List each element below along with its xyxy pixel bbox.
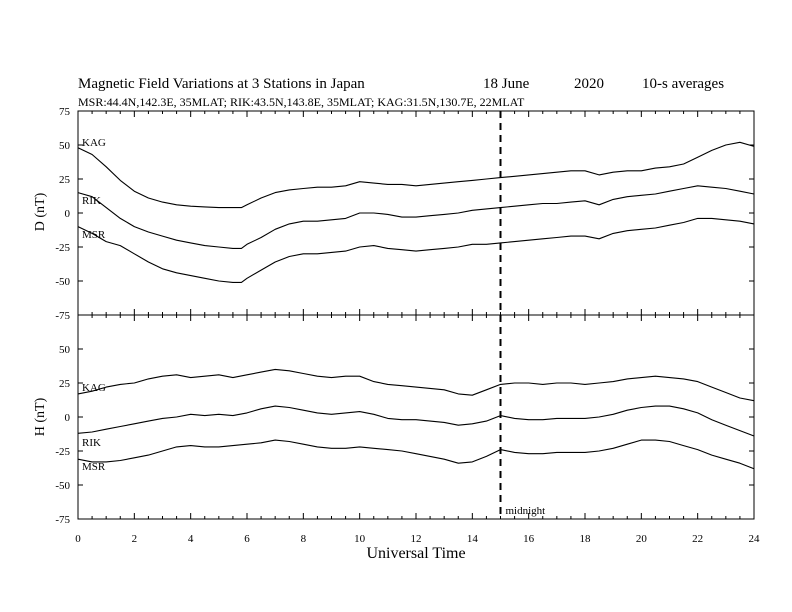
panel-frame	[77, 110, 755, 316]
x-tick-label: 24	[749, 533, 761, 545]
x-tick-label: 2	[132, 533, 138, 545]
chart-year: 2020	[574, 76, 604, 92]
y-tick-label: 25	[59, 378, 71, 390]
y-tick-label: 25	[59, 174, 71, 186]
chart-title: Magnetic Field Variations at 3 Stations …	[78, 76, 365, 92]
y-tick-label: -75	[55, 310, 70, 322]
y-tick-label: 0	[65, 208, 71, 220]
series-line-rik	[77, 185, 755, 249]
x-tick-label: 6	[244, 533, 250, 545]
x-axis-label: Universal Time	[366, 545, 465, 562]
series-label-msr: MSR	[82, 229, 106, 241]
chart-date: 18 June	[483, 76, 530, 92]
chart-averaging: 10-s averages	[642, 76, 724, 92]
series-line-kag	[77, 368, 755, 402]
x-tick-label: 18	[580, 533, 592, 545]
top-panel-ylabel: D (nT)	[33, 192, 48, 231]
chart-subtitle: MSR:44.4N,142.3E, 35MLAT; RIK:43.5N,143.…	[78, 95, 525, 109]
midnight-label: midnight	[506, 505, 546, 517]
x-tick-label: 16	[523, 533, 535, 545]
x-tick-label: 12	[411, 533, 422, 545]
y-tick-label: 0	[65, 412, 71, 424]
y-tick-label: -25	[55, 446, 70, 458]
series-label-kag: KAG	[82, 137, 106, 149]
series-line-rik	[77, 405, 755, 437]
series-line-msr	[77, 217, 755, 283]
x-tick-label: 4	[188, 533, 194, 545]
y-tick-label: -75	[55, 514, 70, 526]
y-tick-label: -25	[55, 242, 70, 254]
bottom-panel-ylabel: H (nT)	[33, 397, 48, 436]
x-tick-label: 8	[301, 533, 307, 545]
series-line-msr	[77, 439, 755, 470]
x-tick-label: 22	[692, 533, 703, 545]
y-tick-label: -50	[55, 480, 70, 492]
x-tick-label: 20	[636, 533, 648, 545]
y-tick-label: 50	[59, 140, 71, 152]
y-tick-label: 75	[59, 106, 71, 118]
x-tick-label: 10	[354, 533, 366, 545]
series-label-rik: RIK	[82, 195, 101, 207]
chart-panels: 75 50 25 0 -25 -50 -75 KAG RIK MSR 50 25 0 -25 -50 -75 K…	[55, 106, 760, 545]
series-label-msr: MSR	[82, 461, 106, 473]
x-tick-label: 14	[467, 533, 479, 545]
panel-d: 75 50 25 0 -25 -50 -75 KAG RIK MSR	[55, 106, 755, 322]
panel-h: 50 25 0 -25 -50 -75 KAG RIK MSR	[55, 314, 755, 526]
series-label-kag: KAG	[82, 382, 106, 394]
series-label-rik: RIK	[82, 437, 101, 449]
y-tick-label: -50	[55, 276, 70, 288]
y-tick-label: 50	[59, 344, 71, 356]
series-line-kag	[77, 141, 755, 209]
x-tick-label: 0	[75, 533, 81, 545]
